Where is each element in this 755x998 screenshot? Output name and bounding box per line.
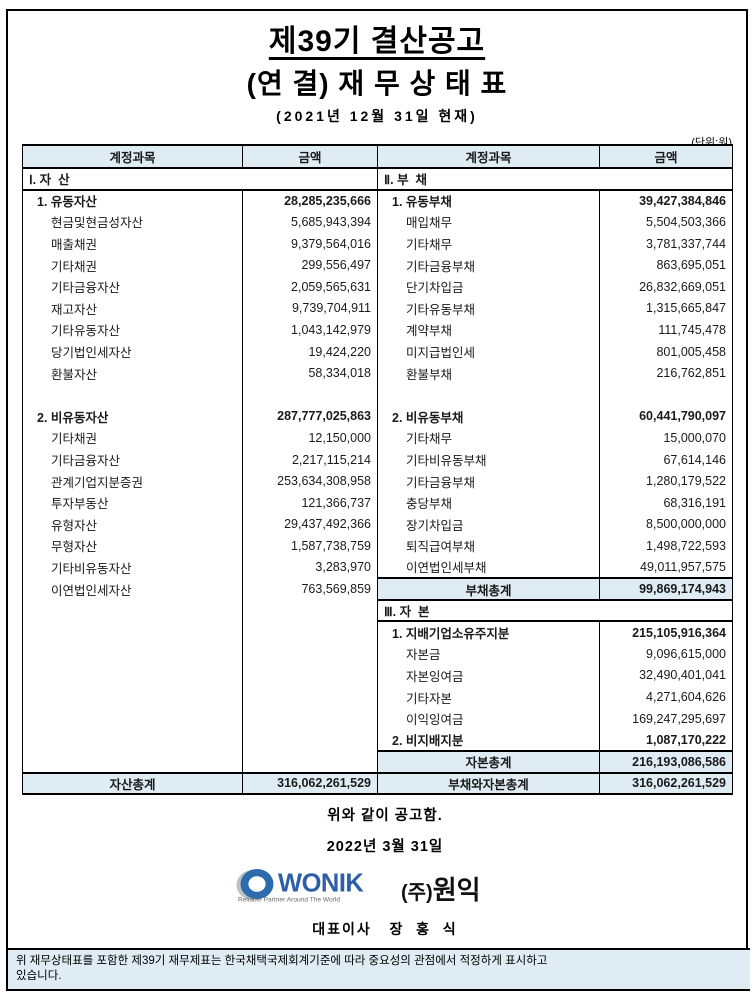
svg-text:Reliable Partner Around The Wo: Reliable Partner Around The World xyxy=(238,897,340,904)
svg-text:WONIK: WONIK xyxy=(278,870,364,898)
